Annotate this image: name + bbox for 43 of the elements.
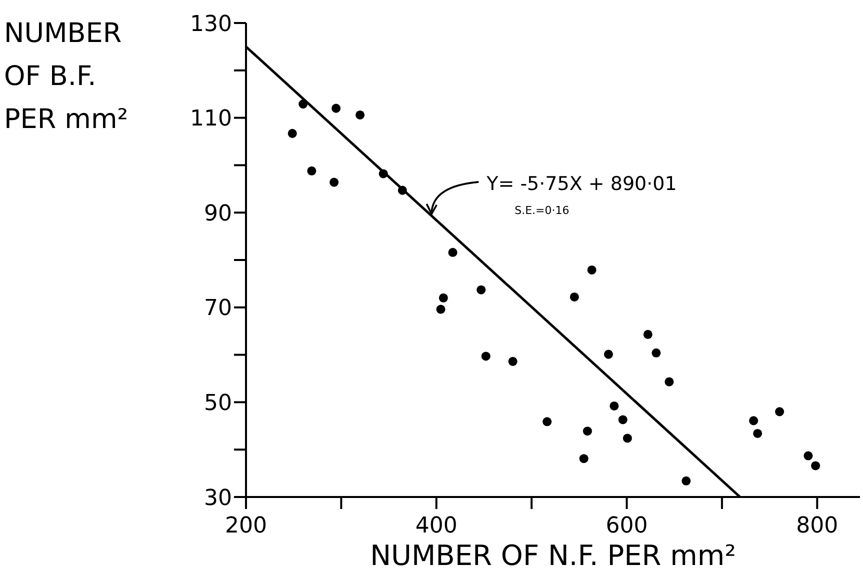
x-tick-label: 200 xyxy=(225,514,267,539)
y-tick-label: 90 xyxy=(204,201,232,226)
point xyxy=(356,110,365,120)
point xyxy=(582,426,592,436)
y-tick-label: 70 xyxy=(204,296,232,322)
point xyxy=(652,348,661,358)
point xyxy=(448,248,458,257)
point xyxy=(604,350,614,359)
y-tick-label: 50 xyxy=(204,391,232,416)
point xyxy=(682,476,691,486)
point xyxy=(476,285,486,294)
point xyxy=(307,166,316,176)
y-tick-label: 130 xyxy=(190,12,232,37)
x-tick-label: 400 xyxy=(415,514,458,539)
x-axis-title: NUMBER OF N.F. PER mm² xyxy=(370,539,736,572)
point xyxy=(570,292,579,302)
point xyxy=(753,428,762,438)
point xyxy=(610,401,619,410)
point xyxy=(804,451,813,460)
point xyxy=(332,104,341,113)
point xyxy=(330,178,339,187)
point xyxy=(664,377,674,386)
point xyxy=(436,304,446,314)
point xyxy=(542,417,552,426)
point xyxy=(508,356,518,366)
point xyxy=(811,461,820,470)
point xyxy=(749,416,758,426)
point xyxy=(288,128,297,138)
y-tick-label: 110 xyxy=(190,106,232,132)
point xyxy=(622,434,632,443)
point xyxy=(643,330,652,339)
point xyxy=(579,454,588,464)
point xyxy=(481,352,490,361)
x-tick-label: 800 xyxy=(796,514,838,539)
y-axis-title: NUMBER OF B.F. PER mm² xyxy=(4,18,128,135)
point xyxy=(587,265,596,274)
point xyxy=(438,293,448,302)
annotation: S.E.=0·16 xyxy=(514,204,570,217)
point xyxy=(618,415,628,424)
point xyxy=(775,407,784,416)
y-tick-label: 30 xyxy=(204,486,232,511)
x-tick-label: 600 xyxy=(606,514,648,539)
annotation: Y= -5·75X + 890·01 xyxy=(486,172,677,195)
